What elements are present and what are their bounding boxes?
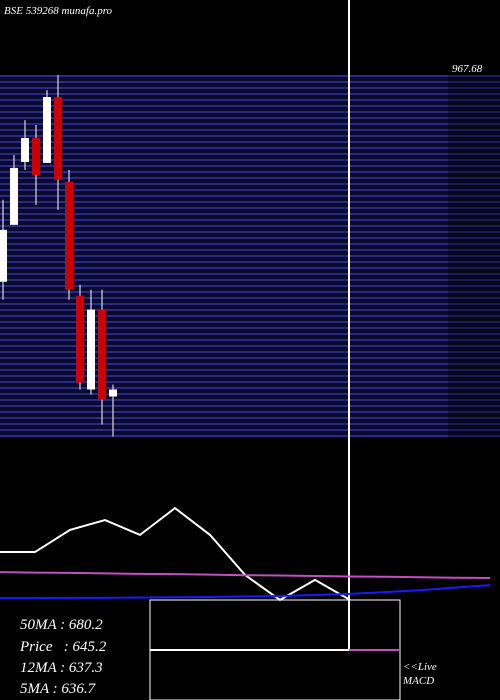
price-levels [0,75,500,438]
info-line: 12MA : 637.3 [20,660,103,676]
level-label: 967.68 [452,63,483,75]
candle-body [54,97,62,180]
candle-body [21,138,29,162]
info-line: Price : 645.2 [19,639,107,655]
candle-body [0,229,7,282]
candle-body [87,309,95,390]
live-link[interactable]: <<Live [403,661,437,673]
candle-body [43,97,51,163]
indicator-line [0,584,491,600]
candle-body [98,309,106,400]
candle-body [109,389,117,397]
indicator-line [0,571,491,580]
candle-body [76,295,84,383]
candle-body [65,181,73,290]
candle-body [10,167,18,225]
info-line: 50MA : 680.2 [20,617,103,633]
level-label-band [448,75,500,438]
indicator-line [0,506,351,602]
macd-label: MACD [402,675,434,687]
candle-body [32,138,40,175]
title: BSE 539268 munafa.pro [4,5,113,17]
info-line: 5MA : 636.7 [20,681,97,697]
